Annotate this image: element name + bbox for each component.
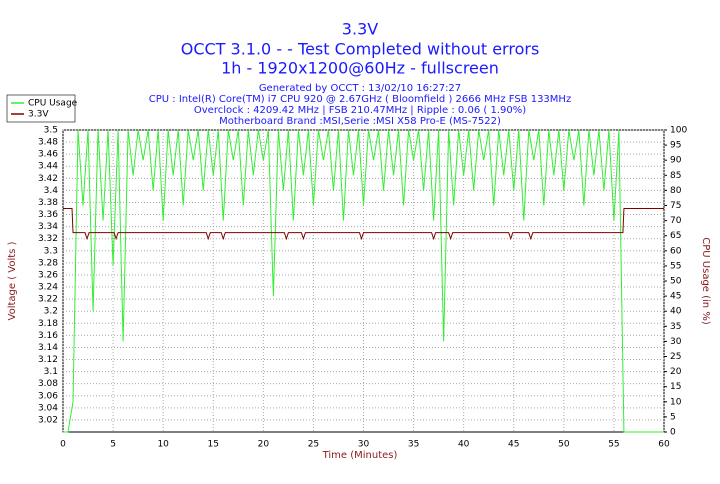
y2-tick-label: 95 — [670, 141, 681, 151]
x-tick-label: 55 — [608, 440, 619, 450]
y2-tick-label: 25 — [670, 352, 681, 362]
y2-tick-label: 90 — [670, 156, 682, 166]
y-tick-label: 3.08 — [38, 379, 58, 389]
y2-tick-label: 30 — [670, 337, 682, 347]
y-tick-label: 3.12 — [38, 355, 58, 365]
info-line: CPU : Intel(R) Core(TM) i7 CPU 920 @ 2.6… — [149, 94, 571, 105]
x-axis-label: Time (Minutes) — [322, 450, 398, 461]
chart-subtitle: OCCT 3.1.0 - - Test Completed without er… — [181, 40, 540, 59]
y-tick-label: 3.28 — [38, 258, 58, 268]
y2-tick-label: 20 — [670, 367, 682, 377]
y-tick-label: 3.36 — [38, 210, 58, 220]
chart-subtitle: 1h - 1920x1200@60Hz - fullscreen — [221, 59, 499, 78]
series-line — [63, 129, 664, 433]
y-tick-label: 3.06 — [38, 391, 58, 401]
chart-title: 3.3V — [342, 20, 378, 39]
y-tick-label: 3.48 — [38, 138, 58, 148]
x-tick-label: 25 — [308, 440, 319, 450]
y2-tick-label: 70 — [670, 216, 682, 226]
y-tick-label: 3.22 — [38, 295, 58, 305]
y2-tick-label: 85 — [670, 171, 681, 181]
y2-tick-label: 60 — [670, 246, 682, 256]
y-axis-label: Voltage ( Volts ) — [7, 241, 18, 320]
y-tick-label: 3.5 — [44, 126, 58, 136]
y-tick-label: 3.14 — [38, 343, 58, 353]
y-tick-label: 3.46 — [38, 150, 58, 160]
y-tick-label: 3.26 — [38, 270, 58, 280]
y2-axis-label: CPU Usage (in %) — [700, 237, 711, 325]
y-tick-label: 3.3 — [44, 246, 58, 256]
y-tick-label: 3.32 — [38, 234, 58, 244]
y-tick-label: 3.44 — [38, 162, 58, 172]
legend — [6, 94, 76, 123]
y-tick-label: 3.04 — [38, 403, 58, 413]
y2-tick-label: 5 — [670, 412, 676, 422]
x-tick-label: 50 — [558, 440, 570, 450]
info-line: Generated by OCCT : 13/02/10 16:27:27 — [259, 83, 461, 94]
y2-tick-label: 35 — [670, 322, 681, 332]
info-line: Motherboard Brand :MSI,Serie :MSI X58 Pr… — [219, 116, 501, 127]
y2-tick-label: 50 — [670, 277, 682, 287]
y2-tick-label: 40 — [670, 307, 682, 317]
y2-tick-label: 100 — [670, 126, 687, 136]
y-tick-label: 3.1 — [44, 367, 58, 377]
x-tick-label: 60 — [658, 440, 670, 450]
info-line: Overclock : 4209.42 MHz | FSB 210.47MHz … — [194, 105, 526, 116]
y-tick-label: 3.24 — [38, 283, 58, 293]
x-tick-label: 20 — [258, 440, 270, 450]
y2-tick-label: 55 — [670, 261, 681, 271]
x-tick-label: 35 — [408, 440, 419, 450]
y-tick-label: 3.4 — [44, 186, 59, 196]
y-tick-label: 3.16 — [38, 331, 58, 341]
y2-tick-label: 45 — [670, 292, 681, 302]
y2-tick-label: 80 — [670, 186, 682, 196]
y2-tick-label: 15 — [670, 382, 681, 392]
legend-label: 3.3V — [28, 110, 49, 120]
series-line — [63, 208, 664, 241]
y-tick-label: 3.02 — [38, 415, 58, 425]
y-tick-label: 3.42 — [38, 174, 58, 184]
y-tick-label: 3.2 — [44, 307, 58, 317]
x-tick-label: 30 — [358, 440, 370, 450]
legend-label: CPU Usage — [28, 99, 78, 109]
y2-tick-label: 75 — [670, 201, 681, 211]
y-tick-label: 3.34 — [38, 222, 58, 232]
y-tick-label: 3.38 — [38, 198, 58, 208]
y2-tick-label: 10 — [670, 397, 682, 407]
y2-tick-label: 65 — [670, 231, 681, 241]
x-tick-label: 10 — [157, 440, 169, 450]
x-tick-label: 5 — [110, 440, 116, 450]
y-tick-label: 3.18 — [38, 319, 58, 329]
y2-tick-label: 0 — [670, 428, 676, 438]
x-tick-label: 40 — [458, 440, 470, 450]
x-tick-label: 45 — [508, 440, 519, 450]
x-tick-label: 15 — [208, 440, 219, 450]
x-tick-label: 0 — [60, 440, 66, 450]
